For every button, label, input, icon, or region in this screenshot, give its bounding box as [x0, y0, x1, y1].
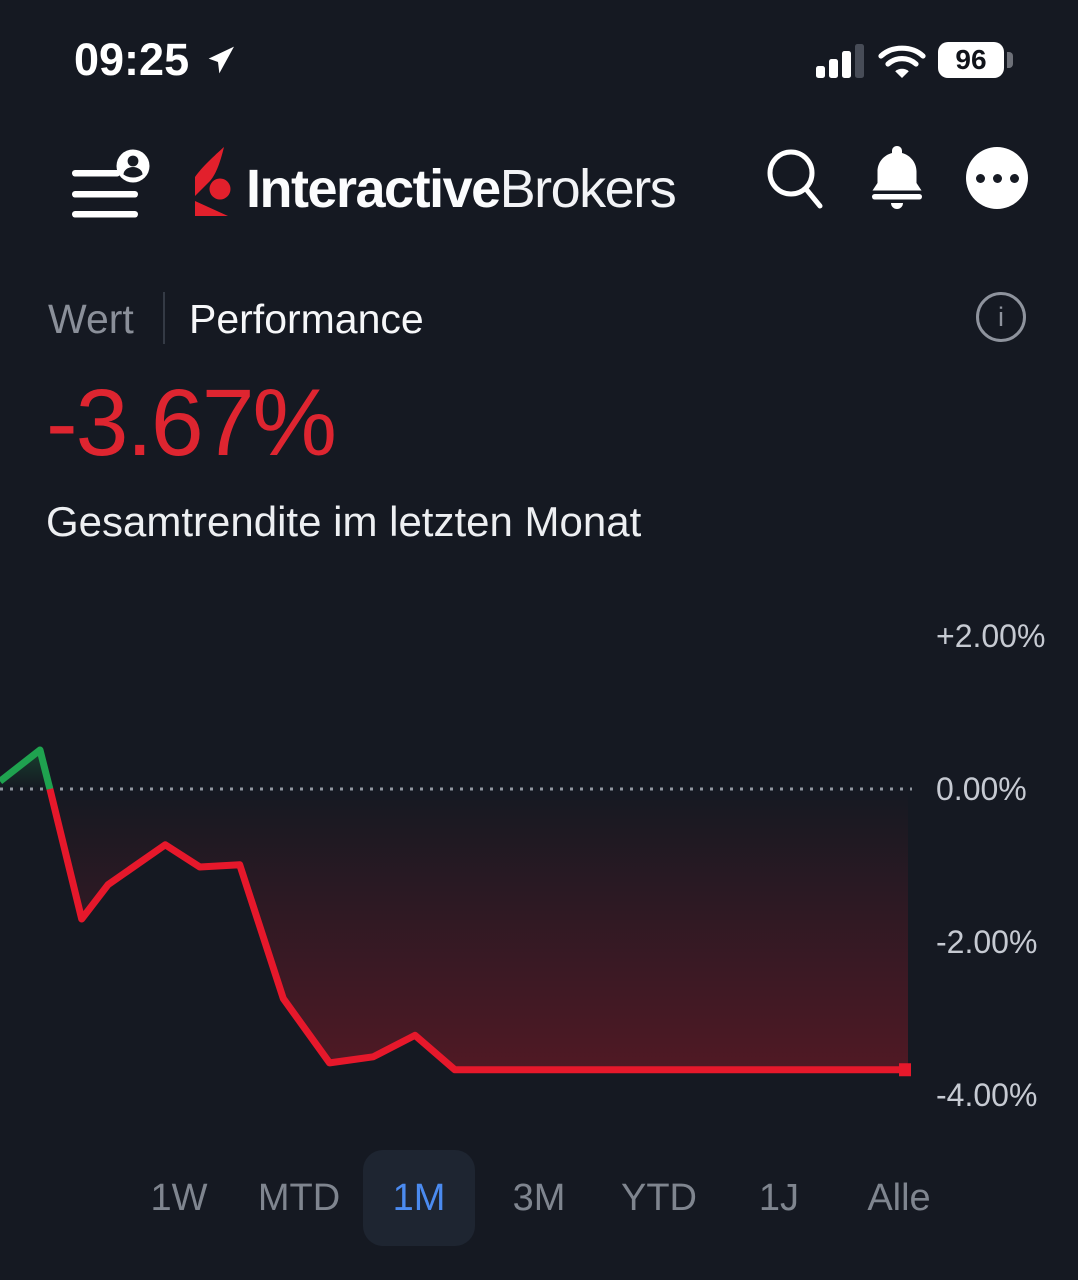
bell-icon: [872, 146, 922, 209]
chart-canvas: [0, 746, 912, 1077]
period-ytd[interactable]: YTD: [603, 1150, 715, 1246]
menu-button[interactable]: [70, 143, 160, 233]
clock: 09:25: [74, 34, 190, 85]
ellipsis-icon: [966, 147, 1028, 209]
y-axis-label: +2.00%: [936, 618, 1046, 654]
period-mtd[interactable]: MTD: [243, 1150, 355, 1246]
search-button[interactable]: [764, 144, 826, 216]
info-icon[interactable]: i: [976, 292, 1026, 342]
brand-name-regular: Brokers: [499, 159, 677, 219]
performance-chart[interactable]: [0, 600, 930, 1145]
battery-cap: [1007, 52, 1013, 68]
battery-percent: 96: [955, 44, 987, 75]
notifications-button[interactable]: [862, 142, 932, 214]
tab-divider: [163, 292, 165, 344]
location-arrow-icon: [208, 46, 234, 74]
hamburger-avatar-icon: [72, 149, 150, 218]
ibkr-logo-mark-icon: [195, 147, 231, 216]
period-1m[interactable]: 1M: [363, 1150, 475, 1246]
y-axis-label: -2.00%: [936, 924, 1038, 960]
brand-name-bold: Interactive: [246, 159, 501, 219]
tab-wert[interactable]: Wert: [48, 296, 134, 342]
battery-indicator: 96: [938, 42, 1004, 78]
y-axis-label: 0.00%: [936, 771, 1027, 807]
performance-value: -3.67%: [46, 370, 337, 476]
period-3m[interactable]: 3M: [483, 1150, 595, 1246]
performance-caption: Gesamtrendite im letzten Monat: [46, 498, 642, 545]
search-icon: [767, 149, 823, 209]
status-bar: 09:25 96: [0, 0, 1078, 100]
wifi-icon: [878, 45, 926, 78]
chart-y-axis: +2.00% 0.00% -2.00% -4.00%: [936, 600, 1076, 1145]
tab-performance[interactable]: Performance: [189, 296, 424, 342]
cellular-signal-icon: [816, 44, 864, 78]
period-selector: 1W MTD 1M 3M YTD 1J Alle: [0, 1150, 1078, 1246]
brand-name: InteractiveBrokers: [246, 158, 677, 220]
period-1j[interactable]: 1J: [723, 1150, 835, 1246]
y-axis-label: -4.00%: [936, 1077, 1038, 1113]
period-alle[interactable]: Alle: [843, 1150, 955, 1246]
more-options-button[interactable]: [966, 147, 1028, 209]
period-1w[interactable]: 1W: [123, 1150, 235, 1246]
